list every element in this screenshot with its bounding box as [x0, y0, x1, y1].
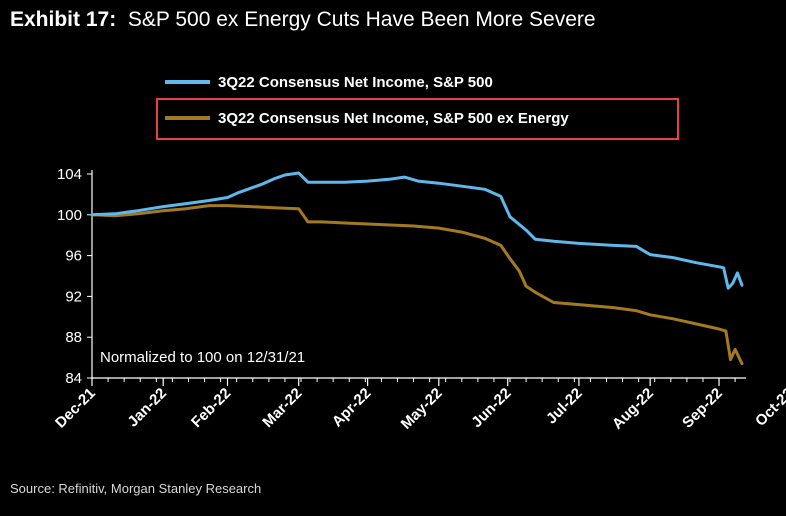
- chart-title: Exhibit 17: S&P 500 ex Energy Cuts Have …: [10, 8, 596, 32]
- legend-label-sp500: 3Q22 Consensus Net Income, S&P 500: [218, 74, 493, 91]
- x-tick-label: Jan-22: [124, 385, 170, 431]
- title-text: S&P 500 ex Energy Cuts Have Been More Se…: [127, 8, 596, 31]
- legend: 3Q22 Consensus Net Income, S&P 500 3Q22 …: [156, 74, 679, 140]
- normalization-note: Normalized to 100 on 12/31/21: [100, 349, 305, 366]
- x-tick-label: Feb-22: [188, 385, 234, 431]
- y-tick-label: 88: [65, 329, 82, 346]
- x-tick-label: Oct-22: [752, 385, 786, 430]
- x-tick-label: May-22: [398, 385, 446, 433]
- x-tick-label: Dec-21: [52, 385, 99, 432]
- x-tick-label: Aug-22: [609, 385, 657, 433]
- y-axis-ticks: 104 100 96 92 88 84: [57, 166, 92, 387]
- y-tick-label: 100: [57, 207, 82, 224]
- axes: [91, 170, 746, 379]
- x-axis-ticks: Dec-21 Jan-22 Feb-22 Mar-22 Apr-22 May-22 Jun-…: [52, 378, 786, 433]
- x-tick-label: Sep-22: [679, 385, 726, 432]
- y-tick-label: 84: [65, 370, 82, 387]
- x-tick-label: Jun-22: [468, 385, 514, 431]
- x-tick-label: Apr-22: [329, 385, 375, 431]
- series-line-sp500-ex-energy: [90, 204, 744, 366]
- series-lines: [90, 171, 744, 366]
- line-chart: 3Q22 Consensus Net Income, S&P 500 3Q22 …: [52, 74, 786, 433]
- exhibit-label: Exhibit 17:: [10, 8, 117, 31]
- series-line-sp500: [90, 171, 744, 290]
- y-tick-label: 92: [65, 288, 82, 305]
- x-tick-label: Jul-22: [543, 385, 586, 428]
- y-tick-label: 96: [65, 248, 82, 265]
- legend-highlight-box: [156, 98, 679, 140]
- x-tick-label: Mar-22: [259, 385, 305, 431]
- y-tick-label: 104: [57, 166, 82, 183]
- source-note: Source: Refinitiv, Morgan Stanley Resear…: [10, 481, 262, 496]
- legend-label-sp500-ex-energy: 3Q22 Consensus Net Income, S&P 500 ex En…: [218, 110, 569, 127]
